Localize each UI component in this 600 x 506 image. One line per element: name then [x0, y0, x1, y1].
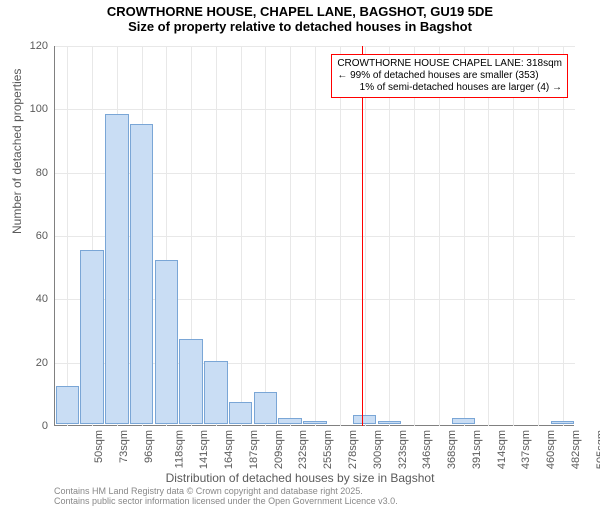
y-axis-label: Number of detached properties [10, 69, 24, 234]
y-tick-label: 20 [20, 357, 48, 369]
bar [229, 402, 253, 424]
annotation-line: CROWTHORNE HOUSE CHAPEL LANE: 318sqm [337, 58, 562, 70]
bar [378, 421, 402, 424]
plot-area: CROWTHORNE HOUSE CHAPEL LANE: 318sqm← 99… [54, 46, 574, 426]
bar [105, 114, 129, 424]
x-tick-label: 278sqm [347, 430, 359, 469]
x-tick-label: 414sqm [496, 430, 508, 469]
bar [80, 250, 104, 424]
x-tick-label: 187sqm [248, 430, 260, 469]
bar [353, 415, 377, 424]
bar [56, 386, 80, 424]
annotation-line: 1% of semi-detached houses are larger (4… [337, 82, 562, 94]
bar [155, 260, 179, 424]
gridline-v [513, 46, 514, 426]
y-tick-label: 40 [20, 293, 48, 305]
x-axis-label: Distribution of detached houses by size … [0, 471, 600, 485]
gridline-v [464, 46, 465, 426]
annotation-box: CROWTHORNE HOUSE CHAPEL LANE: 318sqm← 99… [331, 54, 568, 98]
x-tick-label: 50sqm [93, 430, 105, 463]
x-tick-label: 118sqm [173, 430, 185, 468]
gridline-v [488, 46, 489, 426]
x-tick-label: 437sqm [520, 430, 532, 469]
x-tick-label: 232sqm [298, 430, 310, 469]
bar [130, 124, 154, 424]
footer-attribution-2: Contains public sector information licen… [54, 496, 398, 506]
y-tick-label: 0 [20, 420, 48, 432]
reference-line [362, 46, 363, 426]
x-tick-label: 73sqm [118, 430, 130, 463]
gridline-v [241, 46, 242, 426]
chart-area: CROWTHORNE HOUSE CHAPEL LANE: 318sqm← 99… [54, 46, 574, 426]
x-tick-label: 482sqm [570, 430, 582, 469]
y-tick-label: 100 [20, 103, 48, 115]
x-tick-label: 368sqm [446, 430, 458, 469]
y-tick-label: 60 [20, 230, 48, 242]
gridline-v [414, 46, 415, 426]
x-tick-label: 255sqm [322, 430, 334, 469]
y-tick-label: 120 [20, 40, 48, 52]
chart-title-main: CROWTHORNE HOUSE, CHAPEL LANE, BAGSHOT, … [0, 4, 600, 19]
gridline-v [563, 46, 564, 426]
x-tick-label: 164sqm [223, 430, 235, 469]
bar [254, 392, 278, 424]
x-tick-label: 141sqm [199, 430, 211, 469]
x-tick-label: 505sqm [595, 430, 600, 469]
gridline-v [315, 46, 316, 426]
footer-attribution-1: Contains HM Land Registry data © Crown c… [54, 486, 363, 496]
bar [303, 421, 327, 424]
x-tick-label: 346sqm [421, 430, 433, 469]
x-tick-label: 460sqm [545, 430, 557, 469]
y-tick-label: 80 [20, 167, 48, 179]
gridline-v [439, 46, 440, 426]
x-tick-label: 391sqm [471, 430, 483, 469]
gridline-v [265, 46, 266, 426]
annotation-line: ← 99% of detached houses are smaller (35… [337, 70, 562, 82]
x-tick-label: 323sqm [397, 430, 409, 469]
gridline-v [67, 46, 68, 426]
bar [278, 418, 302, 424]
gridline-v [290, 46, 291, 426]
gridline-v [538, 46, 539, 426]
bar [179, 339, 203, 424]
chart-title-sub: Size of property relative to detached ho… [0, 19, 600, 34]
x-tick-label: 209sqm [273, 430, 285, 469]
x-tick-label: 96sqm [143, 430, 155, 463]
bar [452, 418, 476, 424]
gridline-v [340, 46, 341, 426]
bar [551, 421, 575, 424]
gridline-v [389, 46, 390, 426]
bar [204, 361, 228, 424]
x-tick-label: 300sqm [372, 430, 384, 469]
gridline-v [365, 46, 366, 426]
